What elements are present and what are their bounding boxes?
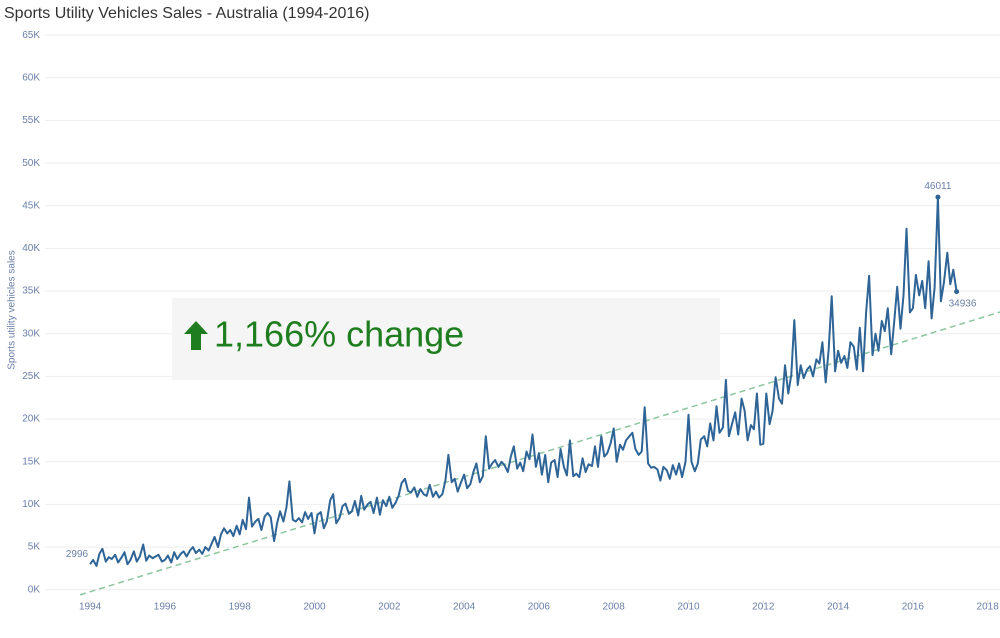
data-label: 34936 xyxy=(949,298,977,309)
x-tick-label: 2012 xyxy=(752,602,775,613)
data-label: 2996 xyxy=(66,549,89,560)
y-tick-label: 30K xyxy=(22,328,40,339)
x-tick-label: 1996 xyxy=(154,602,177,613)
y-tick-label: 10K xyxy=(22,499,40,510)
y-tick-label: 25K xyxy=(22,371,40,382)
y-tick-label: 40K xyxy=(22,243,40,254)
trend-line xyxy=(79,311,1000,596)
data-label: 46011 xyxy=(924,181,952,192)
y-tick-label: 0K xyxy=(28,584,41,595)
x-tick-label: 2016 xyxy=(902,602,925,613)
data-point xyxy=(954,289,960,295)
x-tick-label: 2008 xyxy=(603,602,626,613)
y-tick-label: 15K xyxy=(22,456,40,467)
y-tick-label: 65K xyxy=(22,30,40,41)
x-tick-label: 2014 xyxy=(827,602,850,613)
x-tick-label: 2000 xyxy=(303,602,326,613)
y-tick-label: 50K xyxy=(22,158,40,169)
y-tick-label: 5K xyxy=(28,542,41,553)
y-tick-label: 45K xyxy=(22,200,40,211)
x-tick-label: 2004 xyxy=(453,602,476,613)
y-tick-label: 55K xyxy=(22,115,40,126)
x-tick-label: 2006 xyxy=(528,602,551,613)
chart-title: Sports Utility Vehicles Sales - Australi… xyxy=(4,5,370,22)
x-tick-label: 2018 xyxy=(977,602,1000,613)
y-tick-label: 60K xyxy=(22,72,40,83)
y-tick-label: 20K xyxy=(22,414,40,425)
grid: 0K 5K 10K 15K 20K 25K 30K 35K 40K 45K 50K 55K 60K 65K… xyxy=(22,30,1000,613)
x-tick-label: 2002 xyxy=(378,602,401,613)
data-point xyxy=(935,194,941,200)
plot: 2996 46011 34936 xyxy=(66,181,1000,596)
up-arrow xyxy=(184,321,208,350)
annotation-box xyxy=(172,298,720,380)
change-annotation: 1,166% change xyxy=(214,314,464,355)
x-tick-label: 1998 xyxy=(229,602,252,613)
y-tick-label: 35K xyxy=(22,286,40,297)
series-line xyxy=(89,196,958,567)
x-tick-label: 1994 xyxy=(79,602,102,613)
x-tick-label: 2010 xyxy=(677,602,700,613)
y-axis-label: Sports utility vehicles sales xyxy=(7,250,18,370)
